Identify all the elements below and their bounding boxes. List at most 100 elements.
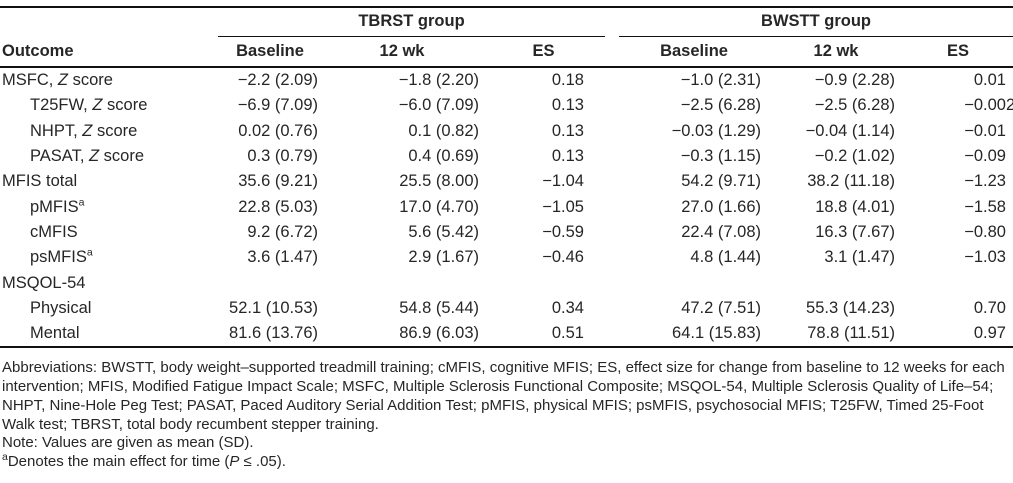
- table-header: TBRST group BWSTT group Outcome Baseline…: [0, 7, 1013, 68]
- cell: −1.03: [964, 248, 1006, 267]
- footnote-note: Note: Values are given as mean (SD).: [2, 434, 254, 452]
- table-row: psMFISa 3.6 (1.47) 2.9 (1.67) −0.46 4.8 (1.4…: [0, 245, 1013, 270]
- row-label: MSQOL-54: [2, 273, 86, 292]
- cell: 86.9 (6.03): [399, 324, 479, 343]
- cell: −2.5 (6.28): [680, 96, 762, 115]
- table-row: PASAT, Z score 0.3 (0.79) 0.4 (0.69) 0.13 −0…: [0, 144, 1013, 169]
- table-figure: TBRST group BWSTT group Outcome Baseline…: [0, 6, 1013, 472]
- cell: −1.58: [964, 197, 1006, 216]
- table-row: MFIS total 35.6 (9.21) 25.5 (8.00) −1.04 54.…: [0, 169, 1013, 194]
- cell: 52.1 (10.53): [229, 298, 318, 317]
- blank-cell: [0, 7, 218, 36]
- row-label: MFIS total: [2, 172, 78, 191]
- cell: 0.02 (0.76): [238, 121, 318, 140]
- spacer-cell: [605, 119, 619, 144]
- column-header-12wk-bwstt: 12 wk: [769, 36, 904, 68]
- cell: −1.8 (2.20): [398, 71, 479, 90]
- row-label: Mental: [30, 324, 80, 343]
- group-header-bwstt: BWSTT group: [619, 7, 1013, 37]
- column-header-baseline-bwstt: Baseline: [619, 36, 770, 68]
- spacer-cell: [605, 93, 619, 118]
- cell: −0.59: [542, 222, 584, 241]
- cell: −2.5 (6.28): [814, 96, 896, 115]
- cell: 0.97: [973, 324, 1006, 343]
- cell: 22.4 (7.08): [681, 222, 762, 241]
- cell: 0.1 (0.82): [408, 121, 479, 140]
- cell: −6.9 (7.09): [237, 96, 318, 115]
- cell: −1.04: [542, 172, 584, 191]
- cell: 81.6 (13.76): [229, 324, 318, 343]
- table-row: cMFIS 9.2 (6.72) 5.6 (5.42) −0.59 22.4 (7.08…: [0, 220, 1013, 245]
- cell: −0.002: [964, 96, 1013, 115]
- spacer-cell: [605, 67, 619, 93]
- spacer-cell: [605, 296, 619, 321]
- row-label: pMFISa: [30, 196, 85, 216]
- cell: 0.3 (0.79): [247, 147, 318, 166]
- row-label: PASAT, Z score: [30, 147, 145, 166]
- table-row: pMFISa 22.8 (5.03) 17.0 (4.70) −1.05 27.0 (1…: [0, 194, 1013, 219]
- cell: [619, 270, 769, 295]
- cell: 54.8 (5.44): [399, 298, 479, 317]
- cell: [903, 270, 1013, 295]
- cell: −0.80: [964, 222, 1006, 241]
- cell: −1.23: [964, 172, 1006, 191]
- table-row: T25FW, Z score −6.9 (7.09) −6.0 (7.09) 0.13…: [0, 93, 1013, 118]
- cell: −1.0 (2.31): [680, 71, 762, 90]
- row-label: T25FW, Z score: [30, 96, 148, 115]
- footnote-time-effect-tail: ≤ .05).: [239, 453, 286, 471]
- table-row: MSFC, Z score −2.2 (2.09) −1.8 (2.20) 0.18 −…: [0, 67, 1013, 93]
- cell: 5.6 (5.42): [408, 222, 479, 241]
- cell: 0.01: [973, 71, 1006, 90]
- cell: [769, 270, 903, 295]
- cell: 78.8 (11.51): [807, 324, 896, 343]
- group-header-tbrst: TBRST group: [218, 7, 606, 37]
- cell: 47.2 (7.51): [681, 298, 762, 317]
- cell: 18.8 (4.01): [815, 197, 896, 216]
- table-body: MSFC, Z score −2.2 (2.09) −1.8 (2.20) 0.18 −…: [0, 67, 1013, 347]
- cell: 0.34: [551, 298, 584, 317]
- cell: −0.09: [964, 147, 1006, 166]
- group-header-row: TBRST group BWSTT group: [0, 7, 1013, 37]
- cell: −0.04 (1.14): [805, 121, 896, 140]
- cell: −0.03 (1.29): [671, 121, 762, 140]
- cell: [218, 270, 322, 295]
- row-label: Physical: [30, 298, 92, 317]
- table-row: Mental 81.6 (13.76) 86.9 (6.03) 0.51 64.1 (1…: [0, 321, 1013, 347]
- cell: 0.51: [551, 324, 584, 343]
- spacer-cell: [605, 270, 619, 295]
- cell: 3.1 (1.47): [824, 248, 896, 267]
- spacer-cell: [605, 321, 619, 347]
- column-header-baseline-tbrst: Baseline: [218, 36, 322, 68]
- column-header-outcome: Outcome: [0, 36, 218, 68]
- cell: 0.70: [973, 298, 1006, 317]
- footnote-p-symbol: P: [229, 453, 240, 471]
- cell: [482, 270, 605, 295]
- column-header-12wk-tbrst: 12 wk: [322, 36, 482, 68]
- column-header-row: Outcome Baseline 12 wk ES Baseline 12 wk…: [0, 36, 1013, 68]
- cell: −0.46: [542, 248, 584, 267]
- spacer-cell: [605, 36, 620, 68]
- cell: 17.0 (4.70): [399, 197, 479, 216]
- cell: 64.1 (15.83): [672, 324, 762, 343]
- cell: −6.0 (7.09): [398, 96, 479, 115]
- cell: −0.2 (1.02): [814, 147, 896, 166]
- results-table: TBRST group BWSTT group Outcome Baseline…: [0, 6, 1013, 349]
- cell: 4.8 (1.44): [690, 248, 762, 267]
- cell: 55.3 (14.23): [806, 298, 896, 317]
- cell: −0.01: [964, 121, 1006, 140]
- row-label: MSFC, Z score: [2, 71, 113, 90]
- cell: 0.13: [551, 147, 584, 166]
- cell: −1.05: [542, 197, 584, 216]
- cell: 16.3 (7.67): [815, 222, 896, 241]
- spacer-cell: [605, 220, 619, 245]
- cell: 0.4 (0.69): [408, 147, 479, 166]
- spacer-cell: [605, 169, 619, 194]
- cell: 22.8 (5.03): [238, 197, 318, 216]
- cell: [322, 270, 482, 295]
- cell: 35.6 (9.21): [238, 172, 318, 191]
- spacer-cell: [605, 194, 619, 219]
- cell: 9.2 (6.72): [247, 222, 318, 241]
- spacer-cell: [605, 245, 619, 270]
- footnote-abbreviations: Abbreviations: BWSTT, body weight–suppor…: [2, 359, 1005, 433]
- table-row: NHPT, Z score 0.02 (0.76) 0.1 (0.82) 0.13 −0…: [0, 119, 1013, 144]
